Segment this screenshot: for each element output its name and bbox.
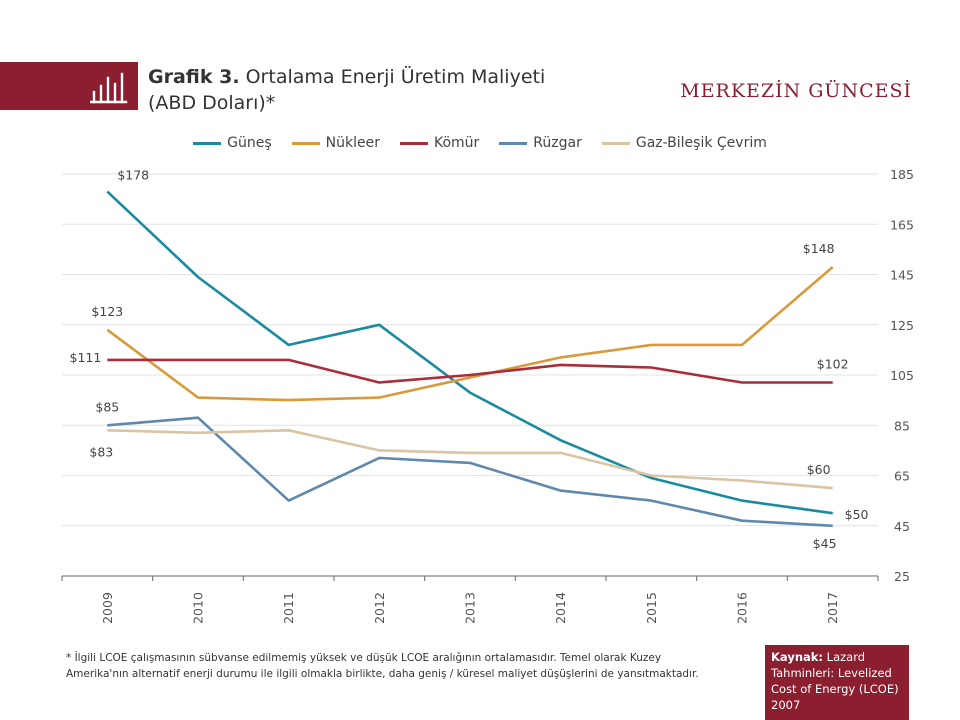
legend-label: Rüzgar bbox=[533, 135, 582, 151]
series-line-5 bbox=[107, 428, 833, 490]
y-tick-label: 165 bbox=[890, 217, 914, 232]
brand-logo-text: MERKEZİN GÜNCESİ bbox=[680, 80, 912, 102]
legend-label: Gaz-Bileşik Çevrim bbox=[635, 135, 767, 151]
legend-label: Kömür bbox=[433, 135, 480, 151]
source-box: Kaynak: Lazard Tahminleri: Levelized Cos… bbox=[765, 645, 909, 720]
legend-label: Nükleer bbox=[325, 135, 380, 151]
x-tick-label: 2015 bbox=[644, 592, 659, 624]
chart-legend: Güneş Nükleer Kömür Rüzgar Gaz-Bileşik Çevri… bbox=[0, 135, 960, 151]
chart-title-bold: Grafik 3. bbox=[148, 66, 240, 88]
chart-title: Grafik 3. Ortalama Enerji Üretim Maliyet… bbox=[148, 66, 545, 88]
data-label: $60 bbox=[807, 462, 831, 477]
chart-subtitle: (ABD Doları)* bbox=[148, 92, 276, 114]
series-line-3 bbox=[107, 358, 833, 384]
x-tick-label: 2013 bbox=[463, 592, 478, 624]
y-tick-label: 25 bbox=[894, 569, 910, 584]
legend-item: Rüzgar bbox=[499, 135, 582, 151]
legend-label: Güneş bbox=[227, 135, 272, 151]
data-label: $123 bbox=[91, 304, 123, 319]
legend-swatch bbox=[291, 141, 320, 145]
series-line-1 bbox=[106, 190, 833, 515]
x-tick-label: 2010 bbox=[191, 592, 206, 624]
series-line-4 bbox=[107, 416, 833, 528]
y-tick-label: 65 bbox=[894, 469, 910, 484]
legend-item: Nükleer bbox=[291, 135, 380, 151]
chart-title-rest: Ortalama Enerji Üretim Maliyeti bbox=[239, 66, 546, 88]
x-tick-label: 2009 bbox=[100, 592, 115, 624]
footnote: * İlgili LCOE çalışmasının sübvanse edil… bbox=[66, 652, 699, 680]
y-tick-label: 105 bbox=[890, 368, 914, 383]
data-label: $148 bbox=[803, 241, 835, 256]
legend-swatch bbox=[601, 141, 630, 145]
legend-swatch bbox=[399, 141, 428, 145]
legend-item: Gaz-Bileşik Çevrim bbox=[601, 135, 767, 151]
x-tick-label: 2014 bbox=[553, 592, 568, 624]
data-label: $178 bbox=[117, 168, 149, 183]
x-tick-label: 2016 bbox=[735, 592, 750, 624]
data-label: $83 bbox=[89, 444, 113, 459]
legend-swatch bbox=[193, 141, 222, 145]
y-tick-label: 185 bbox=[890, 167, 914, 182]
source-text: Lazard Tahminleri: Levelized Cost of Ene… bbox=[771, 650, 899, 712]
legend-swatch bbox=[499, 141, 528, 145]
x-tick-label: 2011 bbox=[281, 592, 296, 624]
data-label: $102 bbox=[817, 357, 849, 372]
data-label: $45 bbox=[813, 536, 837, 551]
x-tick-label: 2017 bbox=[825, 592, 840, 624]
y-tick-label: 145 bbox=[890, 268, 914, 283]
y-tick-label: 45 bbox=[894, 519, 910, 534]
data-label: $111 bbox=[70, 350, 102, 365]
y-tick-label: 125 bbox=[890, 318, 914, 333]
source-label: Kaynak: bbox=[771, 650, 824, 664]
bar-chart-icon bbox=[90, 72, 128, 104]
data-label: $85 bbox=[95, 399, 119, 414]
legend-item: Güneş bbox=[193, 135, 272, 151]
x-tick-label: 2012 bbox=[372, 592, 387, 624]
series-line-2 bbox=[106, 266, 834, 402]
data-label: $50 bbox=[845, 507, 869, 522]
legend-item: Kömür bbox=[399, 135, 480, 151]
y-tick-label: 85 bbox=[894, 418, 910, 433]
